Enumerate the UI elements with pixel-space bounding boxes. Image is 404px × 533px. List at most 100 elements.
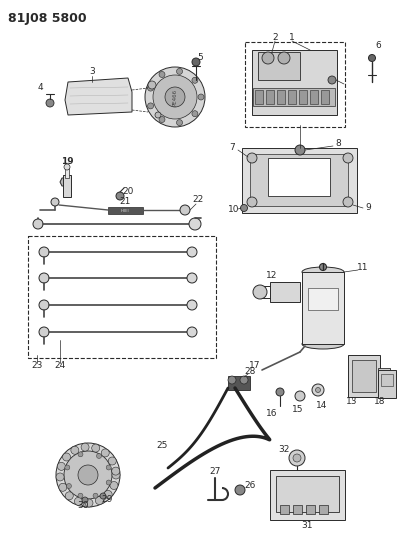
Bar <box>319 505 328 514</box>
Text: 21: 21 <box>119 198 130 206</box>
Circle shape <box>65 492 73 500</box>
Text: 6: 6 <box>375 41 381 50</box>
Circle shape <box>81 443 89 451</box>
Text: 28: 28 <box>244 367 256 376</box>
Circle shape <box>153 75 197 119</box>
Circle shape <box>33 219 43 229</box>
Circle shape <box>187 327 197 337</box>
Circle shape <box>148 81 156 89</box>
Circle shape <box>295 145 305 155</box>
Text: 2: 2 <box>272 34 278 43</box>
Circle shape <box>155 112 161 118</box>
Bar <box>321 90 329 104</box>
Circle shape <box>240 205 248 212</box>
Text: 22: 22 <box>192 196 204 205</box>
Circle shape <box>116 192 124 200</box>
Text: 26: 26 <box>244 481 256 489</box>
Circle shape <box>247 153 257 163</box>
Bar <box>268 158 330 196</box>
Circle shape <box>106 465 111 470</box>
Circle shape <box>71 446 79 454</box>
Circle shape <box>39 247 49 257</box>
Bar <box>280 505 289 514</box>
Text: 30: 30 <box>77 500 89 510</box>
Bar <box>108 207 143 214</box>
Bar <box>253 88 335 106</box>
Circle shape <box>198 94 204 100</box>
Polygon shape <box>60 178 70 186</box>
Circle shape <box>187 247 197 257</box>
Text: 3: 3 <box>89 68 95 77</box>
Bar <box>270 282 300 302</box>
Circle shape <box>320 263 326 271</box>
Circle shape <box>95 497 103 505</box>
Circle shape <box>97 454 101 458</box>
Polygon shape <box>65 78 132 115</box>
Circle shape <box>57 462 65 470</box>
Circle shape <box>65 465 70 470</box>
Circle shape <box>64 451 112 499</box>
Circle shape <box>343 153 353 163</box>
Bar <box>255 90 263 104</box>
Circle shape <box>180 205 190 215</box>
Bar <box>266 90 274 104</box>
Text: 27: 27 <box>209 467 221 477</box>
Bar <box>245 42 345 127</box>
Circle shape <box>177 68 183 75</box>
Circle shape <box>92 444 100 452</box>
Circle shape <box>106 480 111 485</box>
Circle shape <box>187 300 197 310</box>
Circle shape <box>39 300 49 310</box>
Circle shape <box>110 481 118 489</box>
Circle shape <box>100 493 106 499</box>
Bar <box>277 90 285 104</box>
Circle shape <box>112 467 120 475</box>
Bar <box>352 360 376 392</box>
Circle shape <box>108 457 116 465</box>
Text: 32: 32 <box>278 446 290 455</box>
Circle shape <box>112 471 120 479</box>
Text: 20: 20 <box>122 188 134 197</box>
Text: 15: 15 <box>292 406 304 415</box>
Circle shape <box>189 218 201 230</box>
Circle shape <box>235 485 245 495</box>
Circle shape <box>147 85 154 91</box>
Bar <box>250 154 348 206</box>
Circle shape <box>46 99 54 107</box>
Circle shape <box>74 497 82 505</box>
Circle shape <box>262 52 274 64</box>
Circle shape <box>192 77 198 83</box>
Circle shape <box>56 473 64 481</box>
Circle shape <box>82 497 88 503</box>
Circle shape <box>368 54 375 61</box>
Text: 13: 13 <box>346 398 358 407</box>
Bar <box>242 148 357 213</box>
Bar <box>252 50 337 115</box>
Bar <box>270 470 345 520</box>
Circle shape <box>147 103 154 109</box>
Circle shape <box>276 388 284 396</box>
Circle shape <box>39 327 49 337</box>
Text: 19: 19 <box>61 157 73 166</box>
Circle shape <box>165 87 185 107</box>
Text: 12: 12 <box>266 271 278 280</box>
Circle shape <box>289 450 305 466</box>
Bar <box>299 90 307 104</box>
Circle shape <box>78 452 83 457</box>
Circle shape <box>293 454 301 462</box>
Circle shape <box>145 67 205 127</box>
Circle shape <box>56 443 120 507</box>
Text: 17: 17 <box>249 360 261 369</box>
Bar <box>302 272 344 344</box>
Circle shape <box>316 387 320 392</box>
Circle shape <box>59 483 67 491</box>
Circle shape <box>192 58 200 66</box>
Text: 11: 11 <box>357 263 369 272</box>
Bar <box>310 90 318 104</box>
Text: 1: 1 <box>289 34 295 43</box>
Circle shape <box>328 76 336 84</box>
Bar <box>228 376 250 390</box>
Text: HIIIII: HIIIII <box>121 208 129 213</box>
Circle shape <box>93 493 98 498</box>
Circle shape <box>101 449 109 457</box>
